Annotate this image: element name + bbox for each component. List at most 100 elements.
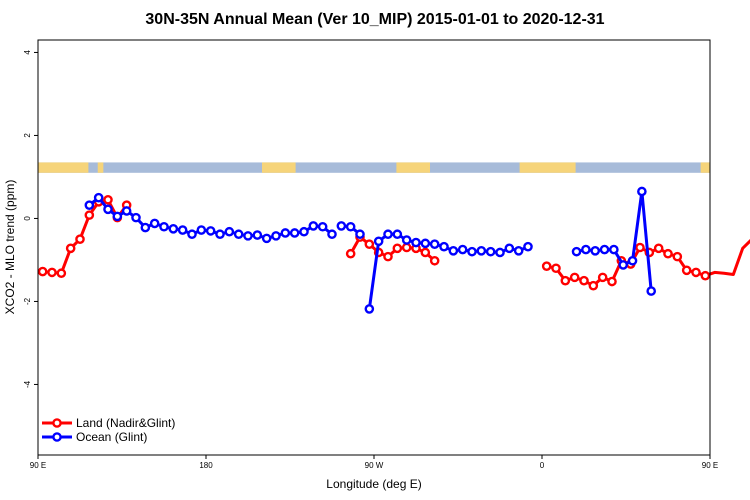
series-1-point (252, 230, 263, 240)
series-0-point (383, 251, 393, 262)
series-layer (37, 186, 750, 314)
series-1-point (327, 229, 337, 240)
series-1-point (448, 246, 459, 256)
series-1-point (457, 244, 468, 255)
series-1-point (308, 221, 319, 231)
x-tick-label-3: 0 (540, 461, 545, 470)
series-0-point (691, 267, 701, 278)
series-1-point (289, 228, 300, 238)
series-0-point (560, 275, 571, 286)
legend-label-1: Ocean (Glint) (76, 430, 147, 444)
series-1-point (159, 221, 169, 232)
series-0-point (607, 276, 617, 287)
series-1-point (609, 244, 619, 255)
series-1-point (149, 218, 160, 229)
series-0-point (653, 243, 664, 254)
y-tick-label-0: 4 (23, 50, 32, 55)
series-1-point (401, 235, 412, 245)
series-0-point (569, 272, 580, 283)
series-1-point (261, 233, 272, 244)
series-0-point (103, 194, 113, 205)
land-band-5 (700, 162, 710, 173)
series-1-point (121, 206, 132, 216)
series-0-point (392, 243, 403, 254)
series-1-point (140, 222, 151, 233)
series-0-point (588, 280, 599, 291)
series-1-point (205, 226, 216, 236)
land-band-3 (396, 162, 430, 173)
x-tick-label-2: 90 W (365, 461, 384, 470)
land-band-4 (519, 162, 576, 173)
x-tick-label-4: 90 E (702, 461, 718, 470)
series-1-line-2 (367, 232, 529, 310)
series-1-point (177, 225, 188, 235)
series-1-point (280, 228, 291, 238)
series-0-point (65, 243, 76, 254)
series-1-point (168, 224, 179, 234)
series-1-point (243, 231, 253, 241)
series-1-point (345, 221, 356, 232)
series-1-point (364, 304, 375, 314)
series-1 (84, 186, 657, 314)
series-0-point (37, 266, 48, 277)
x-tick-label-1: 180 (199, 461, 213, 470)
series-1-point (439, 241, 449, 252)
series-1-point (233, 229, 244, 240)
series-1-point (383, 229, 393, 240)
x-axis-label: Longitude (deg E) (326, 477, 421, 491)
series-0-point (700, 270, 711, 281)
series-1-point (299, 226, 309, 237)
series-1-point (411, 237, 421, 248)
legend-marker-0 (52, 418, 62, 428)
y-axis-ticks: 4 2 0 -2 -4 (23, 50, 38, 388)
series-1-point (215, 229, 225, 240)
series-0-point (401, 242, 412, 253)
series-1-point (187, 229, 197, 240)
series-0-point (541, 261, 552, 271)
series-1-point (131, 212, 141, 223)
y-tick-label-3: -2 (23, 297, 32, 305)
series-0-point (84, 210, 95, 220)
series-0-line-1 (349, 235, 436, 262)
series-0-point (663, 248, 673, 259)
series-1-point (392, 229, 403, 240)
series-1-point (513, 246, 524, 256)
series-0-point (345, 248, 356, 259)
series-1-point (485, 246, 496, 257)
land-ocean-mask (38, 162, 710, 173)
land-band-2 (262, 162, 296, 173)
series-1-point (581, 244, 591, 255)
y-axis-label: XCO2 - MLO trend (ppm) (3, 180, 17, 315)
series-1-point (618, 260, 629, 270)
x-tick-label-0: 90 E (30, 461, 46, 470)
series-0-point (56, 268, 67, 279)
series-1-point (84, 200, 95, 210)
series-0-point (681, 265, 692, 276)
series-0 (37, 194, 750, 291)
chart-title: 30N-35N Annual Mean (Ver 10_MIP) 2015-01… (145, 11, 604, 28)
legend-marker-1 (52, 432, 62, 442)
series-1-point (336, 221, 347, 231)
x-axis-ticks: 90 E 180 90 W 0 90 E (30, 455, 718, 470)
series-1-point (196, 225, 207, 235)
series-1-point (429, 239, 440, 249)
series-1-point (355, 229, 365, 240)
land-band-1 (97, 162, 104, 173)
series-0-point (429, 255, 440, 266)
series-0-point (579, 275, 589, 286)
series-1-point (571, 246, 582, 257)
y-tick-label-1: 2 (23, 133, 32, 138)
series-1-point (504, 243, 515, 254)
series-0-point (364, 239, 375, 249)
series-0-point (75, 234, 85, 244)
series-0-line-0 (42, 198, 128, 275)
series-0-point (47, 267, 57, 278)
series-1-point (93, 192, 104, 203)
series-0-point (551, 263, 561, 274)
land-band-0 (38, 162, 89, 173)
series-1-point (627, 255, 638, 266)
series-0-point (597, 272, 608, 283)
series-1-point (476, 246, 487, 256)
series-0-point (635, 242, 645, 253)
